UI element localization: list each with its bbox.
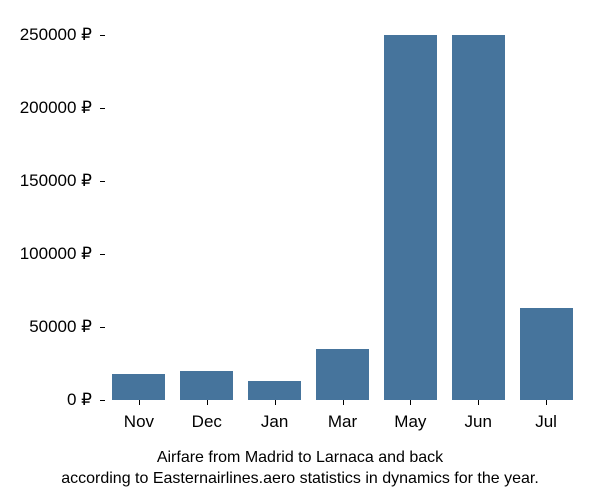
y-tick-mark xyxy=(100,254,105,255)
bar xyxy=(112,374,165,400)
y-tick-label: 50000 ₽ xyxy=(29,317,92,337)
x-tick-label: Jan xyxy=(261,412,288,432)
caption-line1: Airfare from Madrid to Larnaca and back xyxy=(157,449,443,466)
bar xyxy=(520,308,573,400)
y-tick-mark xyxy=(100,181,105,182)
y-axis: 0 ₽50000 ₽100000 ₽150000 ₽200000 ₽250000… xyxy=(0,20,100,400)
x-tick-mark xyxy=(410,400,411,405)
x-tick-mark xyxy=(207,400,208,405)
x-tick-mark xyxy=(139,400,140,405)
x-tick-label: Mar xyxy=(328,412,357,432)
x-tick-label: May xyxy=(394,412,426,432)
x-axis: Nov Dec Jan Mar May Jun Jul xyxy=(105,400,580,440)
x-tick-mark xyxy=(343,400,344,405)
x-tick-label: Nov xyxy=(124,412,154,432)
caption-line2: according to Easternairlines.aero statis… xyxy=(61,470,539,487)
bar xyxy=(180,371,233,400)
bar xyxy=(248,381,301,400)
plot-area xyxy=(105,20,580,400)
y-tick-label: 0 ₽ xyxy=(67,390,92,410)
x-tick-label: Dec xyxy=(192,412,222,432)
y-tick-mark xyxy=(100,400,105,401)
y-tick-label: 250000 ₽ xyxy=(20,25,92,45)
chart-caption: Airfare from Madrid to Larnaca and back … xyxy=(0,447,600,490)
bar xyxy=(316,349,369,400)
x-tick-label: Jul xyxy=(535,412,557,432)
y-tick-mark xyxy=(100,35,105,36)
y-tick-mark xyxy=(100,327,105,328)
bar xyxy=(452,35,505,400)
x-tick-mark xyxy=(275,400,276,405)
y-tick-mark xyxy=(100,108,105,109)
chart-container: 0 ₽ 50000 ₽ 100000 ₽ 150000 ₽ 200000 ₽ 250000… xyxy=(0,0,600,500)
x-tick-mark xyxy=(546,400,547,405)
y-tick-label: 100000 ₽ xyxy=(20,244,92,264)
x-tick-label: Jun xyxy=(464,412,491,432)
y-tick-label: 200000 ₽ xyxy=(20,98,92,118)
bar xyxy=(384,35,437,400)
y-tick-label: 150000 ₽ xyxy=(20,171,92,191)
x-tick-mark xyxy=(478,400,479,405)
